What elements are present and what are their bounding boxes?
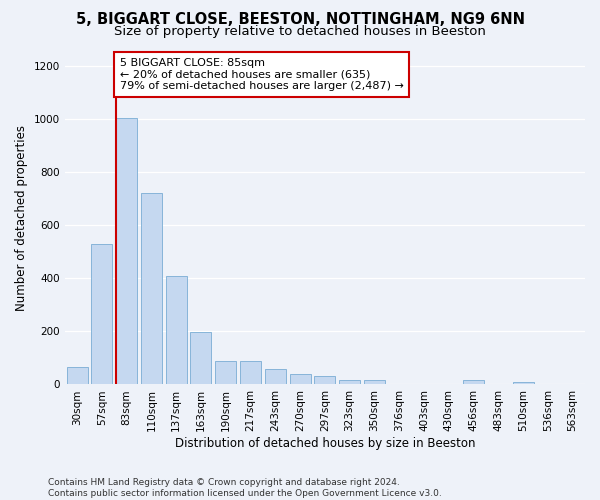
Y-axis label: Number of detached properties: Number of detached properties xyxy=(15,126,28,312)
Bar xyxy=(463,380,484,384)
Bar xyxy=(512,382,533,384)
Text: Contains HM Land Registry data © Crown copyright and database right 2024.
Contai: Contains HM Land Registry data © Crown c… xyxy=(48,478,442,498)
Bar xyxy=(265,369,286,384)
Bar xyxy=(290,374,311,384)
Bar xyxy=(190,332,211,384)
Bar xyxy=(240,360,261,384)
X-axis label: Distribution of detached houses by size in Beeston: Distribution of detached houses by size … xyxy=(175,437,475,450)
Bar xyxy=(166,276,187,384)
Bar xyxy=(339,380,360,384)
Bar xyxy=(364,380,385,384)
Bar xyxy=(116,118,137,384)
Bar xyxy=(215,360,236,384)
Bar xyxy=(67,367,88,384)
Bar xyxy=(314,376,335,384)
Text: 5 BIGGART CLOSE: 85sqm
← 20% of detached houses are smaller (635)
79% of semi-de: 5 BIGGART CLOSE: 85sqm ← 20% of detached… xyxy=(120,58,404,91)
Text: 5, BIGGART CLOSE, BEESTON, NOTTINGHAM, NG9 6NN: 5, BIGGART CLOSE, BEESTON, NOTTINGHAM, N… xyxy=(76,12,524,28)
Text: Size of property relative to detached houses in Beeston: Size of property relative to detached ho… xyxy=(114,25,486,38)
Bar xyxy=(91,244,112,384)
Bar xyxy=(141,194,162,384)
